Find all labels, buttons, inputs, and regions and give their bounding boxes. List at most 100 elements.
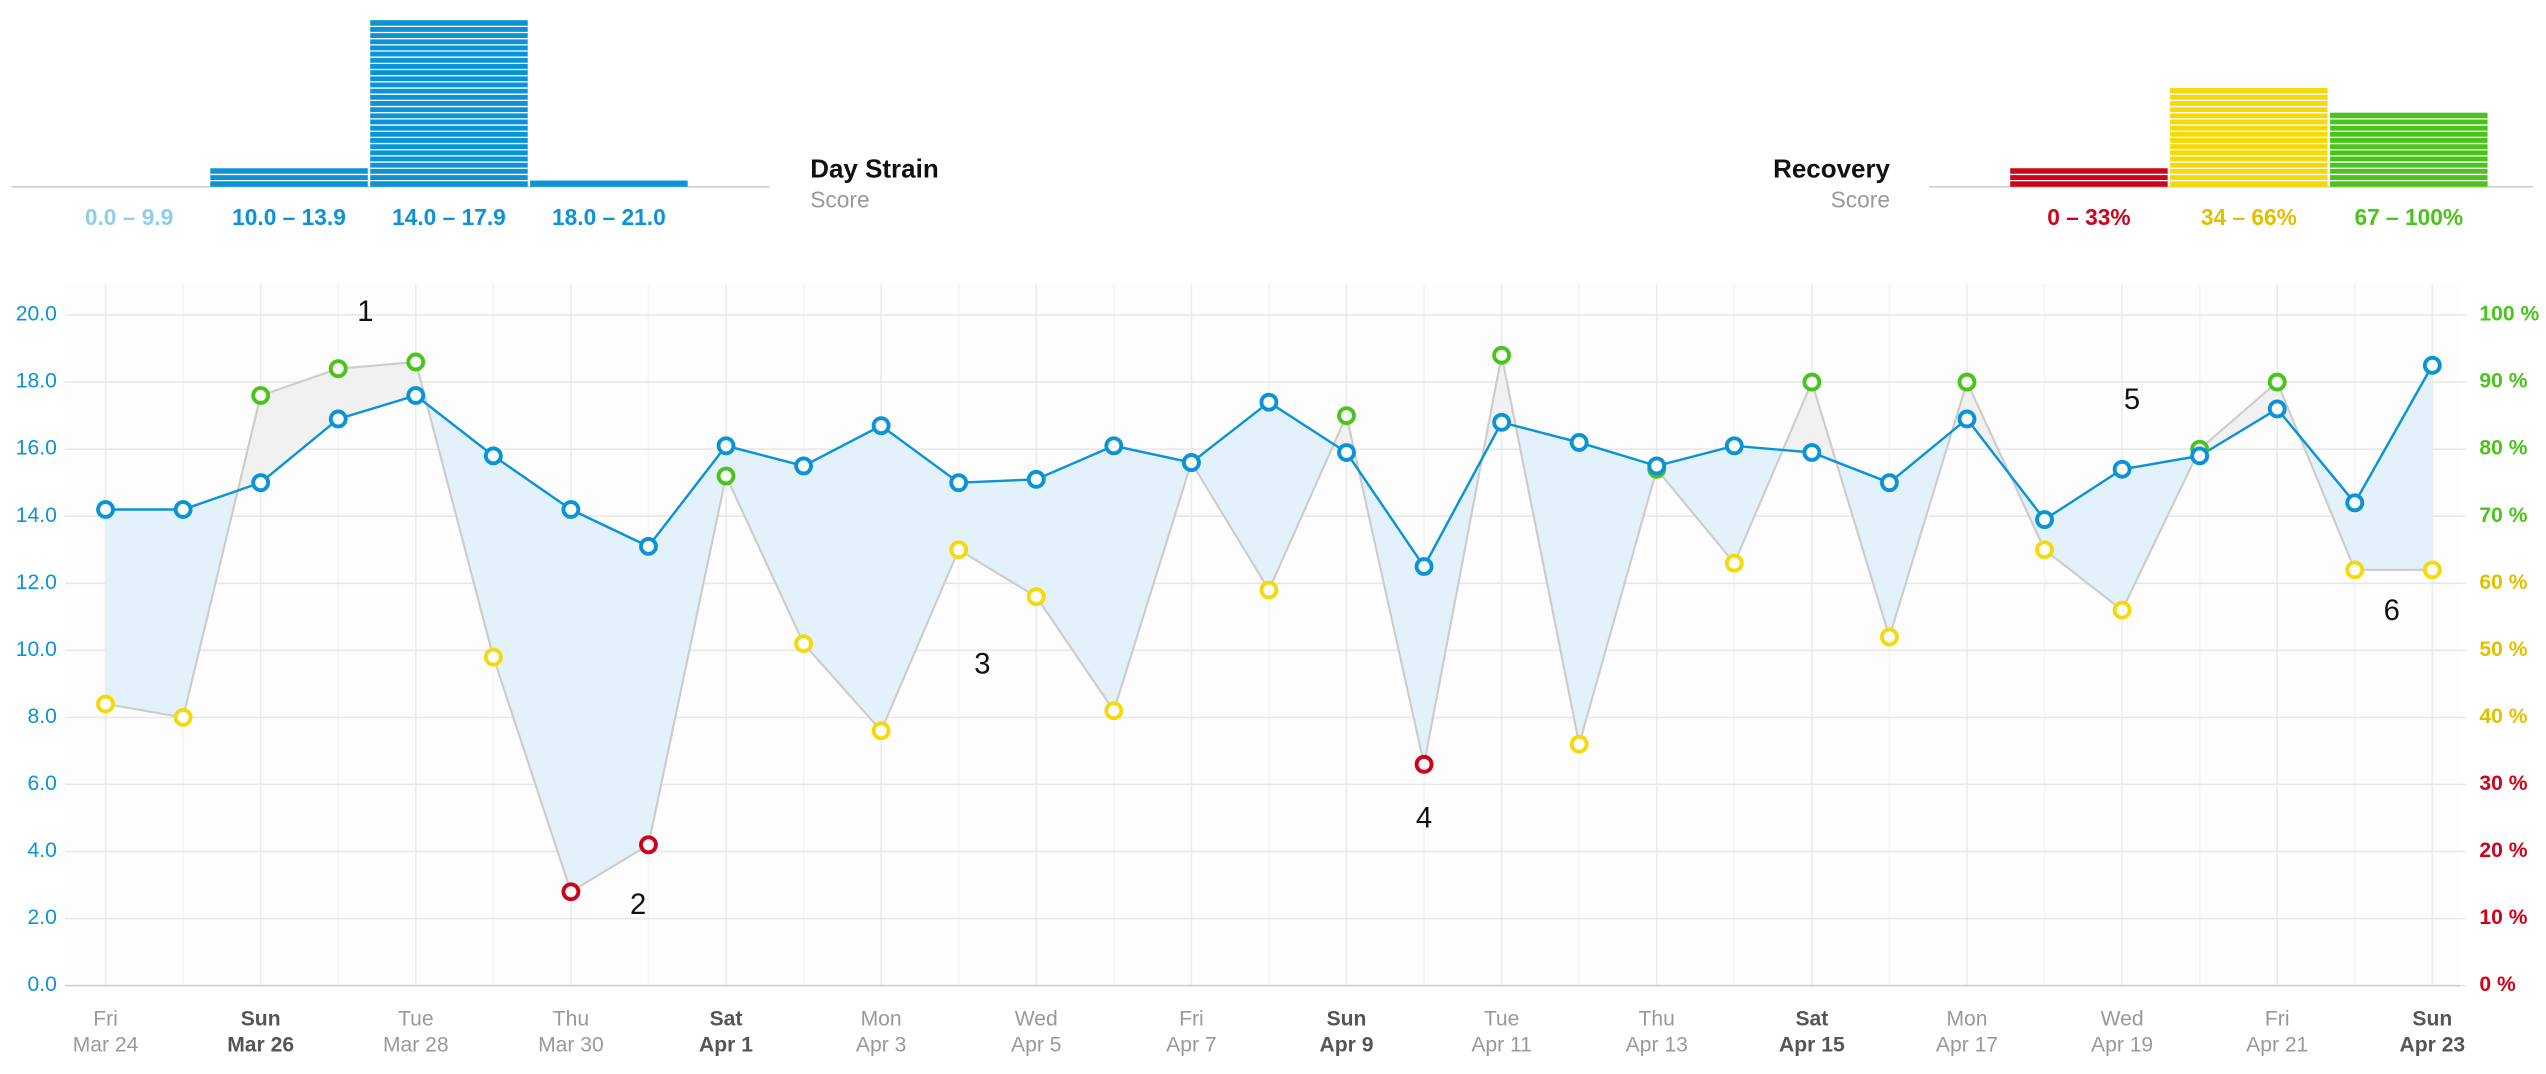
x-tick-label: Mon <box>861 1007 902 1030</box>
x-tick-label: Thu <box>1639 1007 1675 1030</box>
annotation: 3 <box>974 648 990 680</box>
recovery-title: Recovery <box>1773 153 1890 183</box>
y2-tick-label: 0 % <box>2479 973 2516 996</box>
x-tick-label: Apr 7 <box>1166 1033 1216 1056</box>
difference-area <box>881 425 959 731</box>
recovery-point <box>1337 406 1356 426</box>
strain-point <box>1026 469 1046 489</box>
recovery-point <box>483 647 503 667</box>
strain-point <box>1181 453 1201 472</box>
difference-area <box>260 368 339 483</box>
recovery-point <box>2112 600 2132 620</box>
strain-point <box>2035 510 2054 529</box>
y-tick-label: 10.0 <box>16 638 57 661</box>
x-tick-label: Apr 9 <box>1320 1033 1374 1056</box>
x-tick-label: Mar 30 <box>538 1033 604 1056</box>
recovery-point <box>2345 560 2365 580</box>
x-tick-label: Apr 13 <box>1626 1033 1688 1056</box>
difference-area <box>648 445 727 845</box>
recovery-point <box>716 466 736 486</box>
x-tick-label: Apr 17 <box>1936 1033 1998 1056</box>
difference-area <box>958 479 1037 597</box>
y-tick-label: 8.0 <box>28 705 57 728</box>
recovery-point <box>949 540 969 560</box>
strain-point <box>1337 443 1356 462</box>
histogram-bar <box>370 20 528 187</box>
histogram-bar <box>530 180 688 187</box>
x-tick-label: Apr 3 <box>856 1033 906 1056</box>
difference-area <box>570 509 649 892</box>
annotation: 5 <box>2124 384 2140 416</box>
x-tick-label: Mar 28 <box>383 1033 449 1056</box>
bin-label: 18.0 – 21.0 <box>552 204 666 230</box>
annotation: 6 <box>2384 595 2400 627</box>
strain-point <box>561 500 581 519</box>
x-tick-label: Apr 23 <box>2400 1033 2466 1056</box>
x-tick-label: Apr 21 <box>2246 1033 2308 1056</box>
difference-area <box>803 425 882 731</box>
x-tick-label: Sun <box>1327 1007 1367 1030</box>
x-tick-label: Mar 26 <box>227 1033 294 1056</box>
strain-point <box>2345 493 2365 513</box>
recovery-point <box>2035 540 2054 560</box>
recovery-point <box>1569 734 1589 754</box>
bin-label: 0.0 – 9.9 <box>85 204 173 230</box>
x-tick-label: Fri <box>1179 1007 1204 1030</box>
x-tick-label: Apr 5 <box>1011 1033 1061 1056</box>
recovery-point <box>1802 372 1822 392</box>
recovery-point <box>1492 345 1512 365</box>
difference-area <box>1515 425 1580 745</box>
difference-area <box>338 361 416 419</box>
y-tick-label: 20.0 <box>16 303 57 326</box>
recovery-point <box>1026 587 1046 607</box>
recovery-point <box>406 352 426 372</box>
recovery-point <box>1414 754 1434 774</box>
strain-point <box>716 436 736 456</box>
y-tick-label: 14.0 <box>16 504 57 527</box>
difference-area <box>1424 458 1482 765</box>
strain-point <box>1724 436 1744 456</box>
recovery-point <box>639 835 658 855</box>
bin-label: 14.0 – 17.9 <box>392 204 506 230</box>
recovery-point <box>96 694 115 714</box>
strain-point <box>2267 399 2287 419</box>
recovery-point <box>2422 560 2442 580</box>
strain-point <box>1880 473 1899 493</box>
recovery-subtitle: Score <box>1831 186 1890 212</box>
strain-point <box>406 386 426 405</box>
x-tick-label: Apr 15 <box>1779 1033 1845 1056</box>
strain-point <box>483 446 503 466</box>
annotation: 4 <box>1416 803 1432 835</box>
x-tick-label: Apr 1 <box>699 1033 753 1056</box>
strain-point <box>328 409 348 429</box>
strain-point <box>794 456 813 476</box>
difference-area <box>1579 442 1657 745</box>
y-tick-label: 0.0 <box>28 973 57 996</box>
x-tick-label: Sat <box>1795 1007 1828 1030</box>
y-tick-label: 2.0 <box>28 906 57 929</box>
y-tick-label: 12.0 <box>16 571 57 594</box>
difference-area <box>493 455 571 892</box>
histogram-bar <box>210 168 368 187</box>
strain-point <box>1414 557 1434 576</box>
y-tick-label: 6.0 <box>28 772 57 795</box>
recovery-point <box>251 386 271 405</box>
strain-point <box>1802 443 1822 462</box>
recovery-point <box>1259 580 1279 600</box>
x-tick-label: Tue <box>1484 1007 1520 1030</box>
x-tick-label: Fri <box>2265 1007 2290 1030</box>
bin-label: 0 – 33% <box>2047 204 2130 230</box>
y2-tick-label: 20 % <box>2479 839 2527 862</box>
x-tick-label: Thu <box>553 1007 589 1030</box>
x-tick-label: Sun <box>2412 1007 2452 1030</box>
y-tick-label: 18.0 <box>16 370 57 393</box>
difference-area <box>105 509 184 718</box>
x-tick-label: Apr 19 <box>2091 1033 2153 1056</box>
y2-tick-label: 90 % <box>2479 370 2527 393</box>
difference-area <box>726 445 804 644</box>
strain-point <box>251 473 271 493</box>
y2-tick-label: 60 % <box>2479 571 2527 594</box>
y2-tick-label: 70 % <box>2479 504 2527 527</box>
histogram-bar <box>2010 168 2168 187</box>
y2-tick-label: 10 % <box>2479 906 2527 929</box>
